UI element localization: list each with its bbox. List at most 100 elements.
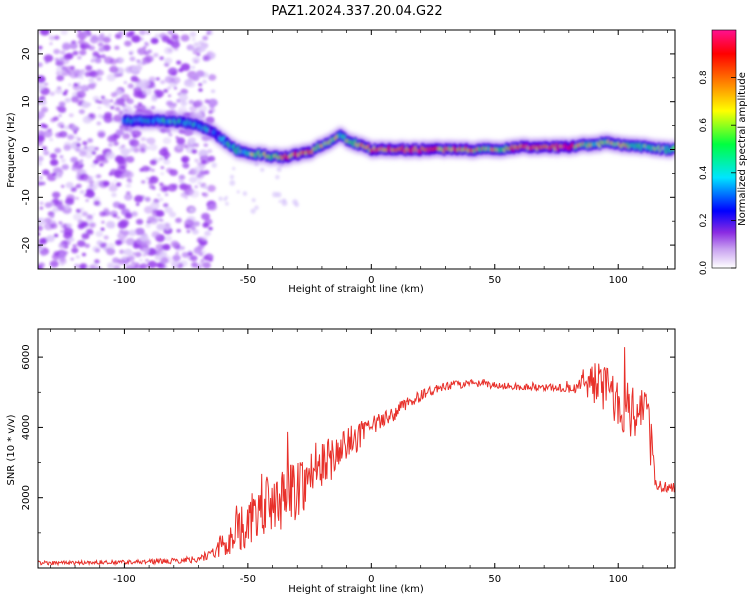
noise-speckle [71,125,78,131]
noise-speckle [131,130,142,138]
noise-speckle [100,227,105,231]
noise-speckle [207,184,216,192]
noise-speckle [97,114,104,119]
noise-speckle [40,123,46,128]
noise-speckle [152,85,156,89]
noise-speckle [124,212,133,219]
noise-speckle [200,159,207,165]
noise-speckle [117,258,125,265]
noise-speckle [75,147,81,152]
noise-speckle [106,73,116,82]
noise-speckle [180,192,188,198]
noise-speckle [128,148,133,152]
noise-speckle [159,218,164,222]
noise-speckle [166,39,174,45]
noise-speckle [131,35,141,43]
noise-speckle [123,260,128,265]
noise-speckle [63,231,73,240]
noise-speckle [184,196,188,199]
colorbar-tick-label: 0.6 [699,118,709,133]
noise-speckle [98,181,103,185]
noise-speckle [176,99,181,103]
noise-speckle [196,265,202,269]
noise-speckle [140,79,151,87]
noise-speckle [139,258,143,262]
noise-speckle [163,203,169,208]
noise-speckle [38,225,44,232]
noise-speckle [57,204,67,212]
noise-speckle [60,125,65,129]
noise-speckle [38,45,43,50]
noise-speckle [157,262,166,269]
noise-speckle [123,81,128,84]
noise-speckle [201,212,211,221]
x-tick-label: -50 [240,275,256,286]
noise-speckle [87,138,94,143]
noise-speckle [38,135,45,142]
noise-speckle [207,149,213,154]
noise-speckle [200,235,208,242]
noise-speckle [194,185,198,189]
noise-speckle [57,200,63,205]
noise-speckle [75,255,81,259]
noise-speckle [149,159,157,166]
noise-speckle [129,56,136,62]
noise-speckle [61,164,69,171]
noise-speckle [38,217,46,226]
noise-speckle [39,30,50,36]
noise-speckle [172,254,181,262]
noise-speckle [196,70,205,78]
noise-speckle [139,148,146,154]
noise-speckle [176,137,186,145]
noise-speckle [119,249,125,255]
noise-speckle [134,195,144,203]
noise-speckle [66,223,73,228]
noise-speckle [58,114,62,117]
noise-speckle [119,219,130,227]
noise-speckle [85,215,94,223]
noise-speckle [85,152,93,159]
noise-speckle [180,246,185,250]
spectrogram-y-axis-label: Frequency (Hz) [6,112,17,188]
noise-speckle [148,175,159,184]
noise-speckle [154,33,160,38]
noise-speckle [52,172,57,177]
noise-speckle [132,252,136,255]
noise-speckle [136,59,141,63]
noise-speckle [124,40,132,47]
noise-speckle [158,197,164,202]
x-tick-label: 0 [368,574,374,585]
noise-speckle [144,41,148,45]
noise-speckle [91,151,96,155]
noise-speckle [49,42,53,45]
noise-speckle [145,259,149,263]
noise-speckle [175,251,179,255]
noise-speckle [97,131,106,138]
noise-speckle [158,156,164,161]
noise-speckle [38,232,41,236]
noise-speckle [59,258,67,265]
noise-speckle [90,163,97,168]
noise-speckle [164,57,173,65]
noise-speckle [207,155,216,162]
spectrogram-y-ticks: -20 -10 0 10 20 [21,29,675,270]
noise-speckle [103,235,109,240]
noise-speckle [103,56,114,65]
y-tick-label: -10 [21,189,32,205]
noise-speckle [77,40,82,44]
noise-speckle [48,35,56,41]
noise-speckle [118,58,124,63]
noise-speckle [160,172,165,176]
noise-speckle [202,255,210,261]
noise-speckle [191,56,201,64]
noise-speckle [188,75,196,82]
noise-speckle [102,36,111,43]
noise-speckle [76,143,81,147]
noise-speckle [178,106,188,114]
noise-speckle [52,207,59,213]
noise-speckle [137,47,147,55]
noise-speckle [79,41,90,50]
noise-speckle [151,231,161,239]
noise-speckle [106,135,116,143]
noise-speckle [155,77,160,81]
